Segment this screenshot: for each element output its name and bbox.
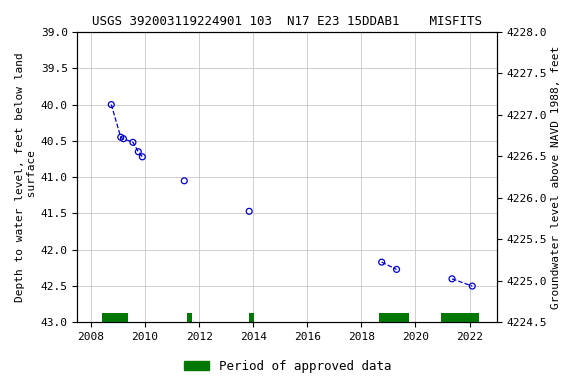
Y-axis label: Depth to water level, feet below land
 surface: Depth to water level, feet below land su… [15,52,37,302]
Y-axis label: Groundwater level above NAVD 1988, feet: Groundwater level above NAVD 1988, feet [551,46,561,309]
Point [245,208,254,214]
Legend: Period of approved data: Period of approved data [179,355,397,378]
Point [138,154,147,160]
Point [448,276,457,282]
Bar [379,313,409,323]
Point [128,139,138,146]
Bar [441,313,479,323]
Point [180,178,189,184]
Point [392,266,401,273]
Point [119,136,128,142]
Point [377,259,386,265]
Bar [187,313,192,323]
Point [107,101,116,108]
Point [134,149,143,155]
Bar [102,313,127,323]
Point [116,134,126,140]
Point [468,283,477,289]
Bar [249,313,254,323]
Title: USGS 392003119224901 103  N17 E23 15DDAB1    MISFITS: USGS 392003119224901 103 N17 E23 15DDAB1… [92,15,482,28]
